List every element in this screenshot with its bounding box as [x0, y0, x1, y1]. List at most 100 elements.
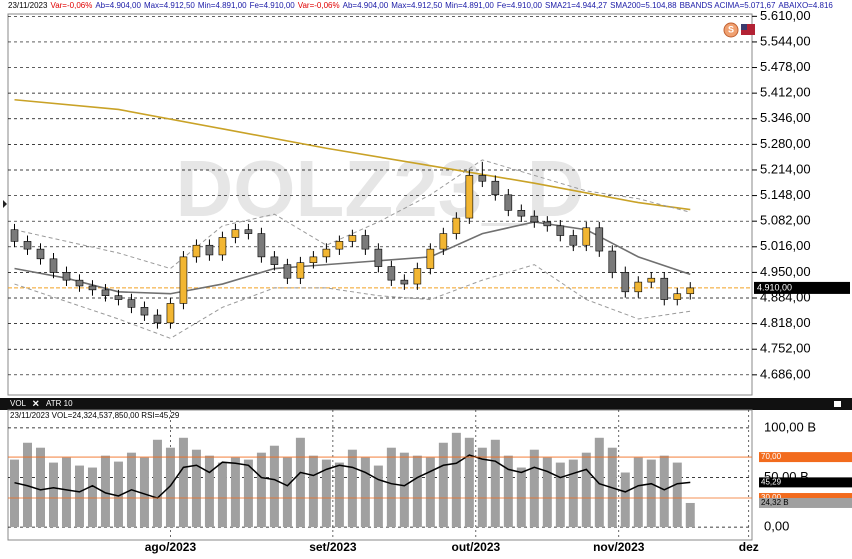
header-item: Var=-0,06%	[50, 1, 92, 10]
volume-bar	[620, 472, 630, 528]
candle-body	[452, 217, 461, 234]
candle-body	[179, 256, 188, 304]
candle-body	[114, 295, 123, 300]
candle-body	[75, 279, 84, 287]
y-tick-label: 5.214,00	[760, 161, 811, 176]
volume-bar	[152, 439, 162, 528]
candle-body	[322, 248, 331, 258]
last-price-label: 4.910,00	[757, 282, 792, 292]
close-icon[interactable]: ✕	[32, 398, 40, 408]
y-tick-label: 0,00	[764, 519, 789, 534]
volume-bar	[74, 465, 84, 528]
volume-bar	[87, 467, 97, 528]
maximize-icon[interactable]	[834, 401, 841, 407]
candle-body	[491, 180, 500, 196]
candle-body	[634, 281, 643, 293]
watermark: DOLZ23_D	[176, 144, 585, 233]
candle-body	[153, 314, 162, 324]
candle-body	[231, 229, 240, 238]
volume-bar	[555, 462, 565, 528]
flag-canton	[741, 24, 747, 30]
volume-bar	[542, 457, 552, 528]
volume-bar	[347, 449, 357, 528]
volume-bar	[386, 447, 396, 528]
y-tick-label: 5.148,00	[760, 187, 811, 202]
panel-tab[interactable]: ATR 10	[46, 399, 73, 408]
candle-body	[335, 241, 344, 250]
candle-body	[439, 233, 448, 250]
candle-body	[101, 289, 110, 296]
candle-body	[348, 235, 357, 242]
x-tick-label: nov/2023	[593, 540, 645, 554]
volume-bar	[490, 439, 500, 528]
y-tick-label: 5.610,00	[760, 8, 811, 23]
volume-bar	[178, 437, 188, 528]
candle-body	[686, 287, 695, 295]
header-item: Min=4.891,00	[198, 1, 247, 10]
y-tick-label: 4.950,00	[760, 264, 811, 279]
volume-bar	[100, 455, 110, 528]
candle-body	[62, 272, 71, 281]
expand-arrow[interactable]	[3, 200, 7, 208]
candle-body	[283, 264, 292, 279]
volume-bar	[464, 437, 474, 528]
indicator-line	[14, 221, 691, 295]
candle-body	[647, 277, 656, 283]
volume-bar	[22, 442, 32, 528]
volume-bar	[646, 459, 656, 528]
panel-info: 23/11/2023 VOL=24,324,537,850,00 RSI=45,…	[10, 411, 180, 420]
candle-body	[374, 248, 383, 267]
last-value-box	[759, 477, 852, 488]
volume-bar	[256, 452, 266, 528]
volume-bar	[581, 452, 591, 528]
candle-body	[218, 237, 227, 256]
header-item: SMA21=4.944,27	[545, 1, 608, 10]
volume-bar	[412, 455, 422, 528]
indicator-line	[14, 264, 691, 339]
candle-body	[192, 244, 201, 258]
x-tick-label: set/2023	[309, 540, 357, 554]
volume-bar	[425, 457, 435, 528]
volume-bar	[438, 442, 448, 528]
volume-bar	[48, 462, 58, 528]
y-tick-label: 4.686,00	[760, 366, 811, 381]
last-value-box	[759, 497, 852, 508]
volume-bar	[269, 445, 279, 528]
candle-body	[296, 262, 305, 279]
volume-bar	[282, 457, 292, 528]
volume-bar	[360, 457, 370, 528]
flag	[741, 24, 755, 35]
header-item: SMA200=5.104,88	[610, 1, 677, 10]
indicator-panel	[7, 409, 753, 541]
volume-bar	[308, 455, 318, 528]
candle-body	[36, 248, 45, 260]
volume-bar	[633, 457, 643, 528]
header-item: Fe=4.910,00	[497, 1, 543, 10]
volume-bar	[568, 459, 578, 528]
candle-body	[244, 229, 253, 234]
rsi-level-label: 30,00	[761, 493, 782, 502]
candle-body	[673, 293, 682, 300]
candle-body	[569, 235, 578, 246]
volume-bar	[243, 459, 253, 528]
candle-body	[465, 175, 474, 219]
volume-bar	[217, 462, 227, 528]
candle-body	[582, 227, 591, 246]
candle-body	[504, 194, 513, 211]
header-item: Max=4.912,50	[144, 1, 195, 10]
volume-bar	[477, 447, 487, 528]
panel-tab[interactable]: VOL	[10, 399, 27, 408]
rsi-level-box	[759, 452, 852, 463]
currency-badge-text: S	[728, 24, 734, 34]
volume-bar	[529, 449, 539, 528]
candle-body	[413, 268, 422, 285]
header-item: Min=4.891,00	[445, 1, 494, 10]
volume-bar	[113, 461, 123, 528]
candle-body	[426, 248, 435, 269]
volume-bar	[230, 457, 240, 528]
volume-bar	[165, 447, 175, 528]
y-tick-label: 5.280,00	[760, 136, 811, 151]
rsi-level-label: 70,00	[761, 452, 782, 461]
